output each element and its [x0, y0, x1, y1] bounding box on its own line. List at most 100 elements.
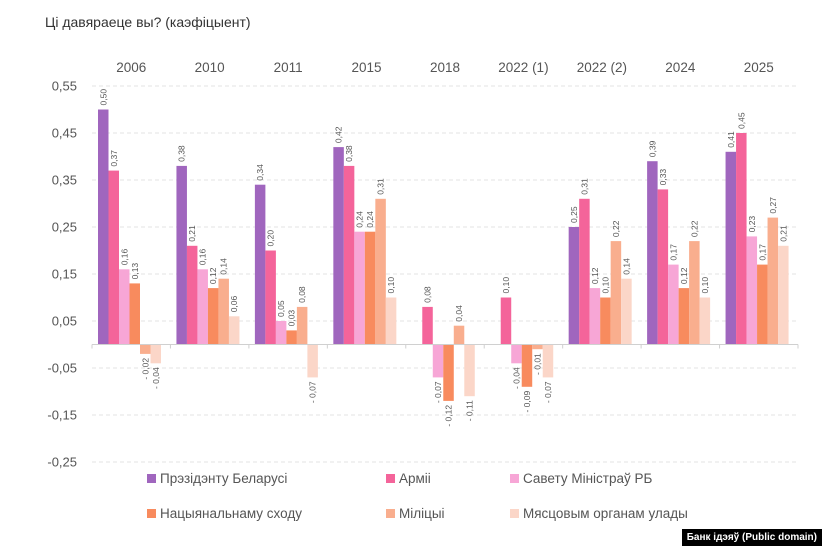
- data-label: - 0,04: [151, 367, 161, 389]
- legend-label: Нацыянальнаму сходу: [160, 506, 302, 521]
- data-label: 0,13: [130, 263, 140, 280]
- data-label: 0,31: [376, 178, 386, 195]
- data-label: 0,17: [668, 244, 678, 261]
- bar: [464, 344, 475, 397]
- legend-label: Міліцыі: [399, 506, 445, 521]
- category-label: 2022 (2): [577, 60, 627, 75]
- data-label: - 0,07: [308, 381, 318, 403]
- bar: [207, 288, 219, 345]
- bar: [647, 161, 658, 345]
- bar: [254, 184, 266, 345]
- data-label: - 0,04: [511, 367, 521, 389]
- data-label: - 0,11: [465, 400, 475, 421]
- data-label: 0,10: [386, 277, 396, 294]
- bar: [678, 288, 690, 345]
- data-label: 0,24: [365, 211, 375, 228]
- data-label: - 0,12: [444, 405, 454, 427]
- bar: [542, 344, 554, 378]
- legend-swatch: [386, 474, 395, 483]
- category-label: 2011: [274, 60, 303, 75]
- data-label: 0,41: [726, 131, 736, 148]
- bar: [432, 344, 444, 378]
- legend-label: Арміі: [399, 471, 431, 486]
- legend-item[interactable]: Міліцыі: [386, 506, 445, 521]
- bar: [532, 344, 543, 350]
- y-tick-label: 0,15: [52, 267, 77, 282]
- legend-item[interactable]: Мясцовым органам улады: [510, 506, 688, 521]
- legend-item[interactable]: Нацыянальнаму сходу: [147, 506, 302, 521]
- data-label: - 0,07: [433, 381, 443, 403]
- bar: [579, 198, 590, 345]
- bar: [453, 325, 465, 345]
- bar: [364, 231, 376, 345]
- y-tick-label: 0,45: [52, 126, 77, 141]
- data-label: 0,22: [611, 220, 621, 237]
- bar: [140, 344, 151, 354]
- data-label: 0,34: [255, 164, 265, 181]
- data-label: 0,33: [658, 169, 668, 186]
- bar: [767, 217, 779, 345]
- data-labels: 0,50 0,38 0,34 0,42 0,25 0,39 0,41 0,37 0,21 0,20…: [98, 89, 788, 427]
- bar: [375, 198, 386, 345]
- bar: [197, 269, 208, 345]
- bar: [589, 288, 601, 345]
- category-label: 2015: [352, 60, 382, 75]
- data-label: 0,38: [344, 145, 354, 162]
- data-label: 0,20: [266, 230, 276, 247]
- category-labels: 2006 2010 2011 2015 2018 2022 (1) 2022 (2) 2024…: [116, 60, 774, 75]
- bar: [186, 245, 198, 345]
- bar: [668, 264, 679, 345]
- bar: [307, 344, 318, 378]
- legend-item[interactable]: Прэзідэнту Беларусі: [147, 471, 287, 486]
- data-label: - 0,02: [140, 358, 150, 380]
- data-label: 0,12: [590, 267, 600, 284]
- bar: [568, 227, 580, 345]
- data-label: 0,16: [198, 248, 208, 265]
- data-label: 0,16: [119, 248, 129, 265]
- bar: [150, 344, 161, 364]
- data-label: 0,10: [501, 277, 511, 294]
- bar: [108, 170, 119, 345]
- bar: [746, 236, 758, 345]
- data-label: 0,42: [334, 126, 344, 143]
- y-tick-label: -0,25: [47, 455, 77, 470]
- y-tick-label: -0,05: [47, 361, 77, 376]
- legend-item[interactable]: Савету Міністраў РБ: [510, 471, 652, 486]
- category-label: 2024: [665, 60, 696, 75]
- category-label: 2018: [430, 60, 460, 75]
- legend-label: Прэзідэнту Беларусі: [160, 471, 288, 486]
- bars: [98, 109, 789, 401]
- legend-item[interactable]: Арміі: [386, 471, 431, 486]
- bar: [443, 344, 454, 401]
- data-label: 0,04: [454, 305, 464, 322]
- legend-label: Савету Міністраў РБ: [523, 471, 653, 486]
- y-tick-label: 0,05: [52, 314, 77, 329]
- bar: [333, 147, 344, 345]
- chart-title: Ці давяраеце вы? (каэфіцыент): [45, 14, 251, 30]
- bar: [98, 109, 109, 345]
- bar: [511, 344, 522, 364]
- bar: [600, 297, 611, 345]
- data-label: 0,39: [647, 140, 657, 157]
- data-label: - 0,09: [522, 391, 532, 413]
- bar: [385, 297, 397, 345]
- legend-swatch: [147, 474, 156, 483]
- data-label: 0,08: [423, 286, 433, 303]
- bar: [610, 241, 622, 345]
- legend-swatch: [510, 509, 519, 518]
- bar: [343, 165, 355, 345]
- bar: [736, 133, 747, 345]
- bar: [657, 189, 669, 345]
- y-axis: 0,55 0,45 0,35 0,25 0,15 0,05 -0,05 -0,15 -0,25: [47, 79, 77, 470]
- data-label: 0,31: [579, 178, 589, 195]
- legend-swatch: [510, 474, 519, 483]
- data-label: 0,12: [679, 267, 689, 284]
- bar: [354, 231, 365, 345]
- bar: [228, 316, 240, 345]
- data-label: 0,17: [757, 244, 767, 261]
- data-label: 0,24: [355, 211, 365, 228]
- bar: [176, 165, 187, 345]
- data-label: 0,08: [297, 286, 307, 303]
